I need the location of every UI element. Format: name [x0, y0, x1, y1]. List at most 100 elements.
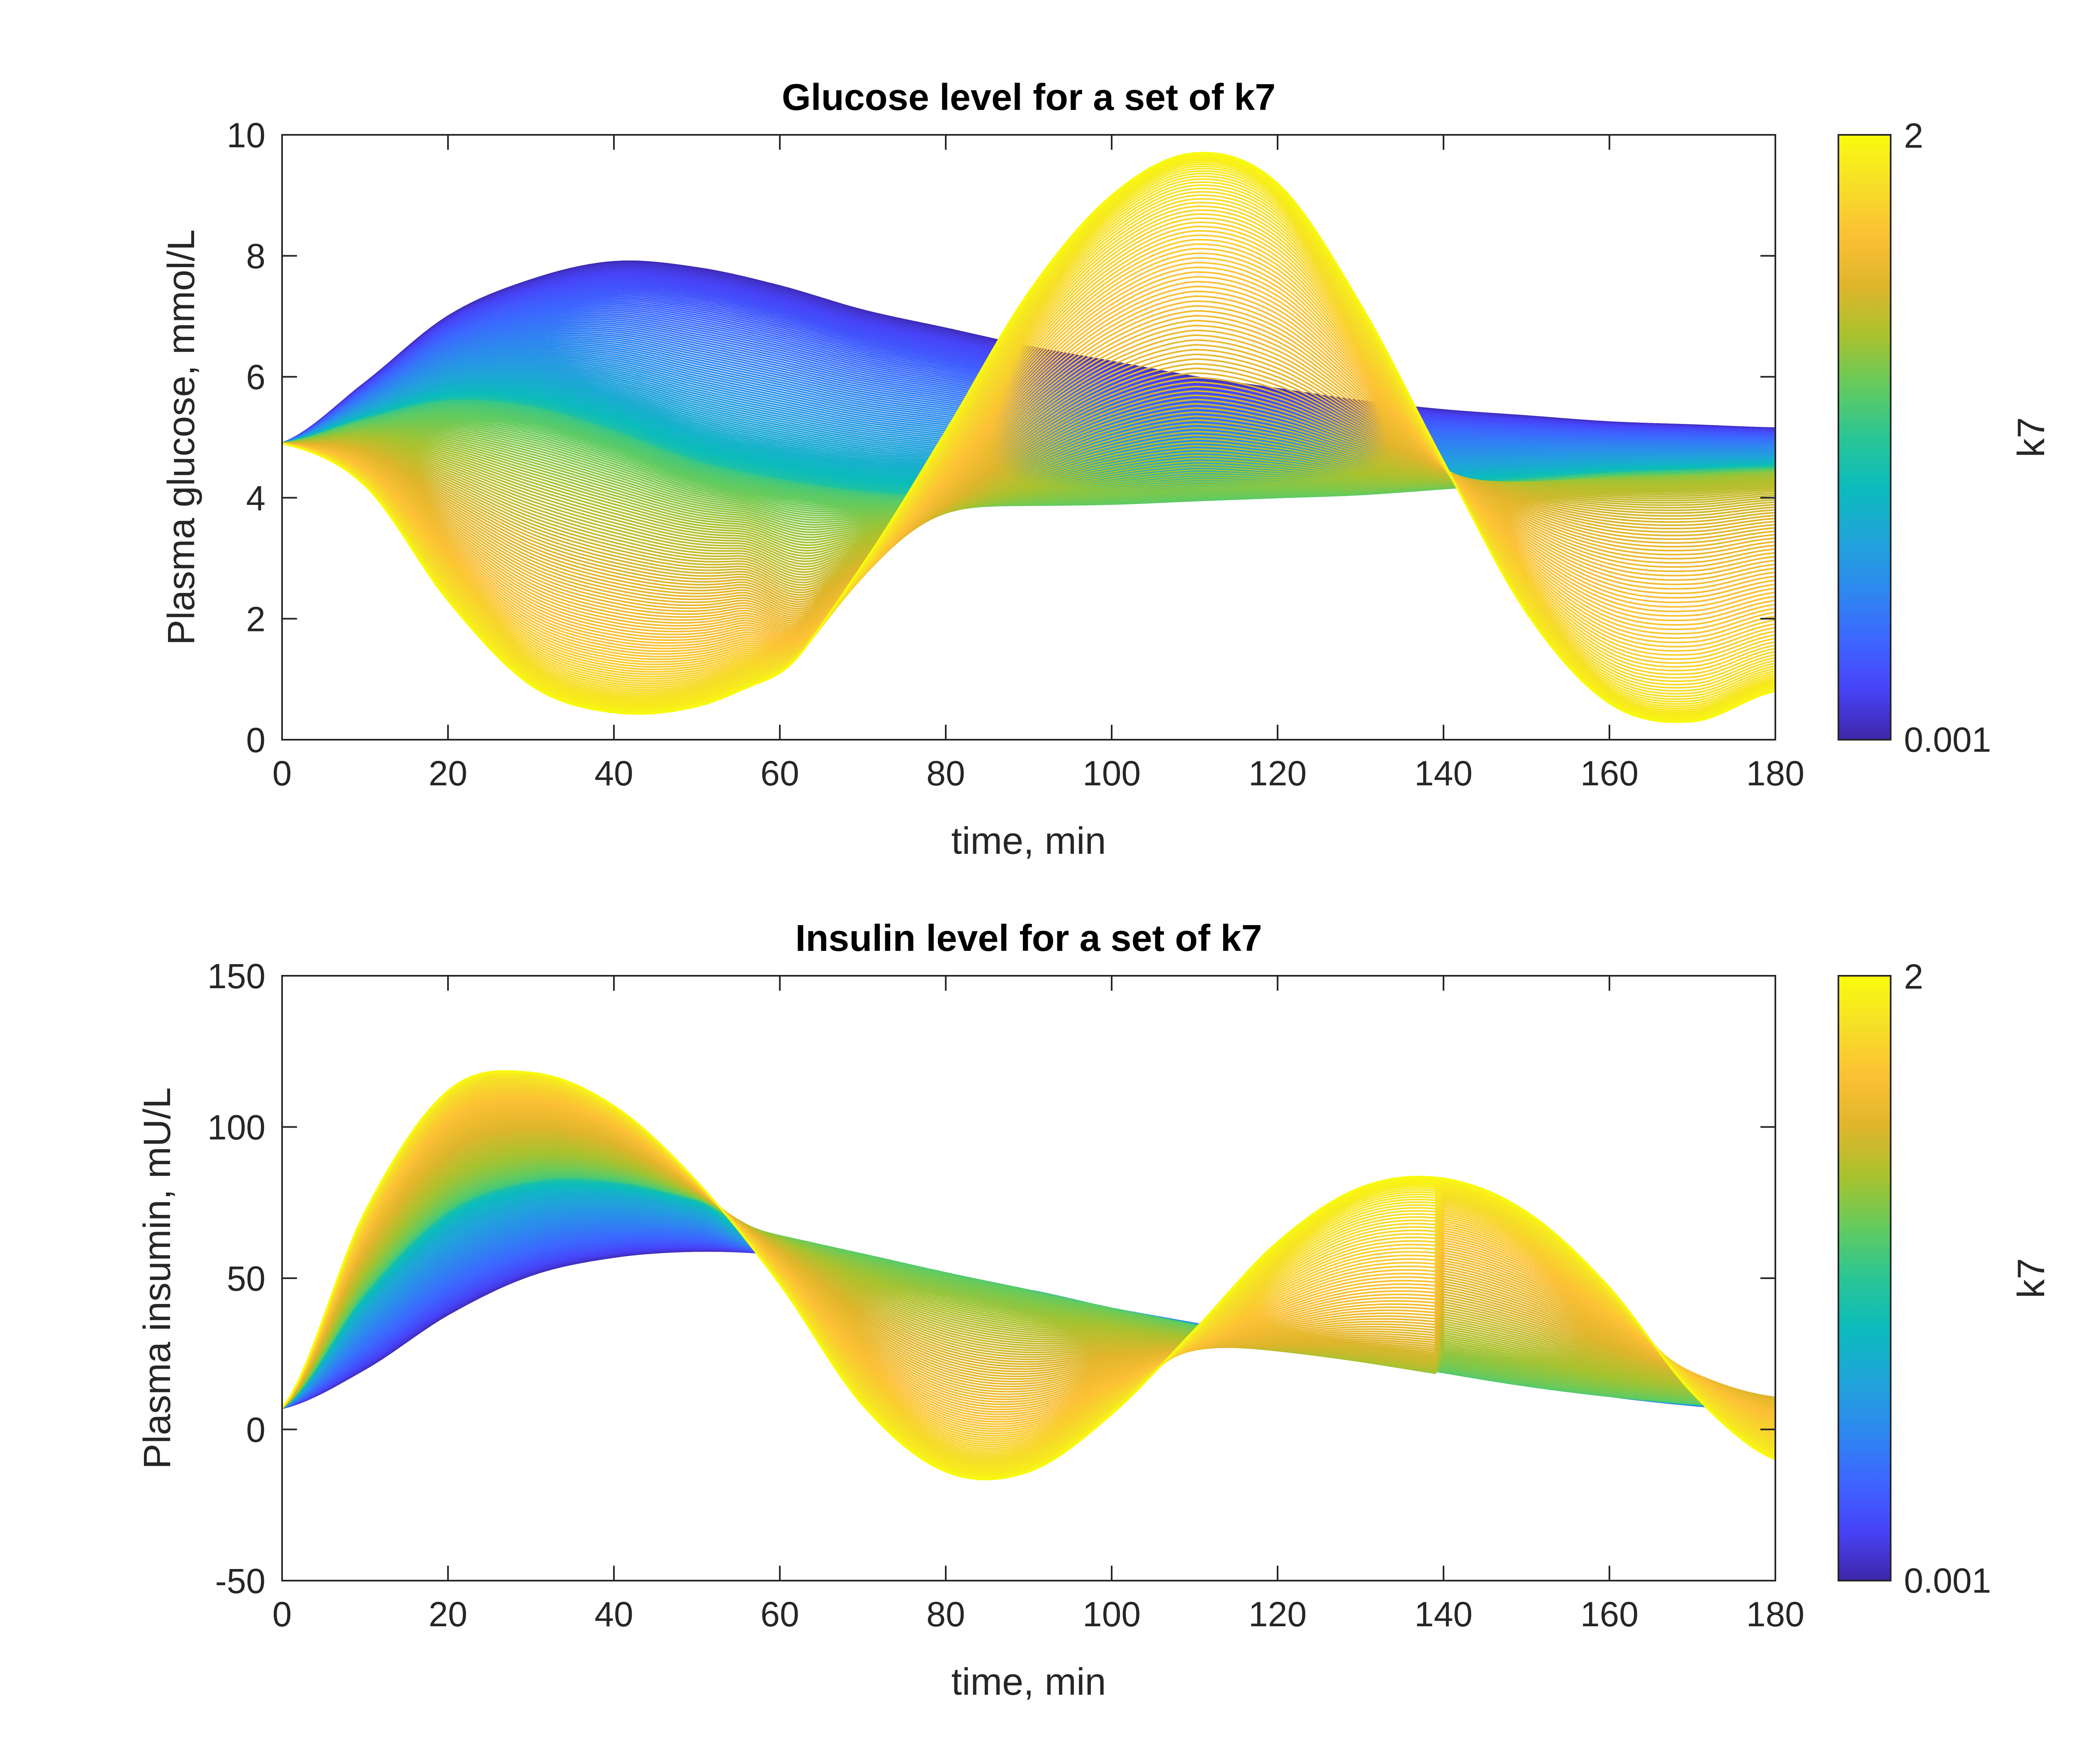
- k7-series-line: [282, 1085, 1775, 1450]
- k7-series-line: [282, 1163, 1775, 1409]
- k7-series-line: [282, 205, 1775, 687]
- k7-series-line: [282, 1070, 1775, 1481]
- k7-series-line: [282, 1129, 1775, 1409]
- k7-series-line: [282, 1155, 1775, 1409]
- k7-series-line: [282, 367, 1775, 608]
- k7-series-line: [282, 1150, 1775, 1409]
- x-tick-label: 80: [926, 754, 965, 793]
- k7-series-line: [282, 1119, 1775, 1409]
- glucose-colorbar-box: [1838, 134, 1891, 741]
- k7-series-line: [282, 305, 1775, 633]
- k7-series-line: [282, 423, 1775, 576]
- x-tick-label: 60: [760, 1595, 799, 1634]
- k7-series-line: [282, 202, 1775, 689]
- k7-series-line: [282, 310, 1775, 631]
- y-tick-label: 6: [246, 358, 265, 397]
- k7-series-line: [282, 243, 1775, 665]
- glucose-colorbar-min-label: 0.001: [1904, 720, 1991, 759]
- k7-series-line: [282, 213, 1775, 682]
- k7-series-line: [282, 1126, 1775, 1409]
- k7-series-line: [282, 358, 1775, 612]
- k7-series-line: [282, 1138, 1775, 1409]
- k7-series-line: [282, 1132, 1775, 1409]
- y-tick-label: -50: [215, 1562, 265, 1601]
- k7-series-line: [282, 1090, 1775, 1439]
- k7-series-line: [282, 403, 1775, 589]
- k7-series-line: [282, 1088, 1775, 1443]
- k7-series-line: [282, 248, 1775, 663]
- insulin-colorbar-gradient: [1838, 976, 1891, 1581]
- k7-series-line: [282, 1159, 1775, 1409]
- k7-series-line: [282, 266, 1775, 652]
- x-tick-label: 140: [1414, 1595, 1473, 1634]
- x-tick-label: 60: [760, 754, 799, 793]
- k7-series-line: [282, 252, 1775, 660]
- k7-series-line: [282, 1161, 1775, 1409]
- k7-series-line: [282, 348, 1775, 616]
- k7-series-line: [282, 1167, 1775, 1409]
- k7-series-line: [282, 1086, 1775, 1447]
- k7-series-line: [282, 315, 1775, 629]
- y-tick-label: 50: [227, 1259, 265, 1298]
- k7-series-line: [282, 1101, 1775, 1416]
- glucose-colorbar: 2 0.001 k7: [1838, 116, 2052, 759]
- x-tick-label: 100: [1083, 754, 1141, 793]
- k7-series-line: [282, 1160, 1775, 1409]
- k7-series-line: [282, 1151, 1775, 1409]
- k7-series-line: [282, 1087, 1775, 1445]
- k7-series-line: [282, 353, 1775, 614]
- k7-series-line: [282, 1140, 1775, 1409]
- glucose-line-family: [282, 151, 1775, 723]
- k7-series-line: [282, 339, 1775, 620]
- k7-series-line: [282, 1165, 1775, 1409]
- x-tick-label: 100: [1083, 1595, 1141, 1634]
- k7-series-line: [282, 1094, 1775, 1430]
- k7-series-line: [282, 363, 1775, 610]
- k7-series-line: [282, 1106, 1775, 1411]
- k7-series-line: [282, 1142, 1775, 1409]
- k7-series-line: [282, 221, 1775, 677]
- k7-series-line: [282, 1127, 1775, 1409]
- k7-series-line: [282, 188, 1775, 697]
- k7-series-line: [282, 372, 1775, 605]
- k7-series-line: [282, 1164, 1775, 1409]
- y-tick-label: 0: [246, 1411, 265, 1450]
- k7-series-line: [282, 1141, 1775, 1409]
- x-tick-label: 160: [1580, 754, 1638, 793]
- k7-series-line: [282, 230, 1775, 673]
- k7-series-line: [282, 1128, 1775, 1409]
- x-tick-label: 120: [1249, 754, 1307, 793]
- k7-series-line: [282, 1100, 1775, 1418]
- y-tick-label: 8: [246, 237, 265, 276]
- k7-series-line: [282, 1109, 1775, 1409]
- y-tick-label: 150: [207, 957, 265, 996]
- k7-series-line: [282, 1108, 1775, 1410]
- insulin-colorbar: 2 0.001 k7: [1838, 957, 2052, 1600]
- k7-series-line: [282, 1157, 1775, 1409]
- k7-series-line: [282, 226, 1775, 675]
- k7-series-line: [282, 209, 1775, 685]
- k7-series-line: [282, 390, 1775, 596]
- x-tick-label: 40: [594, 754, 633, 793]
- k7-series-line: [282, 1095, 1775, 1428]
- k7-series-line: [282, 1143, 1775, 1409]
- k7-series-line: [282, 300, 1775, 635]
- y-tick-label: 10: [227, 116, 265, 155]
- k7-series-line: [282, 1153, 1775, 1409]
- k7-series-line: [282, 1121, 1775, 1409]
- k7-series-line: [282, 1137, 1775, 1409]
- glucose-ticks: 0 20 40 60 80 100 120 140 160 180 0 2 4 6 8 10: [227, 116, 1891, 793]
- y-tick-label: 2: [246, 599, 265, 638]
- k7-series-line: [282, 407, 1775, 586]
- x-tick-label: 180: [1746, 754, 1804, 793]
- k7-series-line: [282, 1089, 1775, 1441]
- k7-series-line: [282, 411, 1775, 584]
- x-tick-label: 140: [1414, 754, 1473, 793]
- insulin-colorbar-box: [1838, 975, 1891, 1581]
- k7-series-line: [282, 427, 1775, 573]
- k7-series-line: [282, 1133, 1775, 1409]
- k7-series-line: [282, 151, 1775, 723]
- k7-series-line: [282, 1144, 1775, 1409]
